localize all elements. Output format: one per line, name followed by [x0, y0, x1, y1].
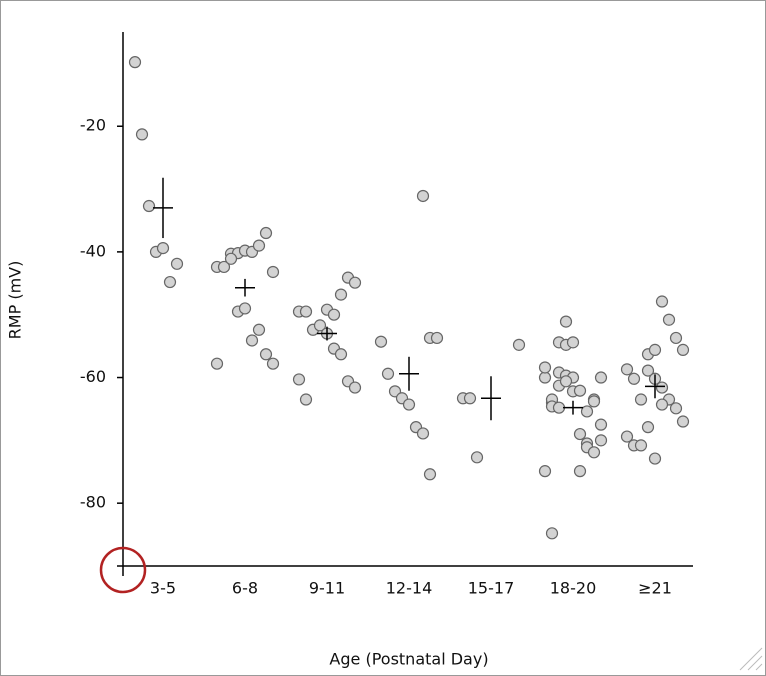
- x-tick-label: 18-20: [550, 579, 597, 598]
- data-point: [587, 446, 601, 459]
- data-point: [470, 451, 484, 464]
- data-point: [381, 367, 395, 380]
- data-point: [655, 398, 669, 411]
- data-point: [620, 430, 634, 443]
- x-axis-label: Age (Postnatal Day): [329, 650, 488, 669]
- data-point: [299, 305, 313, 318]
- data-point: [587, 395, 601, 408]
- data-point: [210, 357, 224, 370]
- data-point: [573, 427, 587, 441]
- data-point: [463, 392, 477, 405]
- x-tick-label: 15-17: [468, 579, 515, 598]
- data-point: [559, 315, 573, 328]
- x-tick-label: 3-5: [150, 579, 176, 598]
- y-tick-label: -40: [80, 241, 106, 260]
- data-point: [559, 375, 573, 388]
- data-point: [538, 371, 552, 384]
- data-point: [573, 384, 587, 397]
- data-point: [416, 189, 430, 203]
- x-tick-label: 12-14: [386, 579, 433, 598]
- data-point: [135, 128, 149, 141]
- data-point: [641, 421, 655, 434]
- data-point: [669, 331, 683, 345]
- data-point: [128, 56, 142, 69]
- data-point: [416, 427, 430, 440]
- y-tick-label: -20: [80, 116, 106, 135]
- data-point: [641, 364, 655, 377]
- data-point: [662, 313, 676, 326]
- data-point: [224, 252, 238, 265]
- data-point: [552, 401, 566, 414]
- data-point: [676, 415, 690, 428]
- data-point: [594, 434, 608, 447]
- y-tick-label: -60: [80, 367, 106, 386]
- data-point: [676, 343, 690, 356]
- data-point: [334, 348, 348, 361]
- data-point: [374, 335, 388, 348]
- data-point: [170, 257, 184, 270]
- data-point: [594, 371, 608, 384]
- data-point: [594, 418, 608, 431]
- data-point: [545, 527, 559, 540]
- data-point: [573, 465, 587, 478]
- data-point: [627, 372, 641, 385]
- resize-grip[interactable]: [739, 647, 763, 671]
- data-point: [238, 302, 252, 315]
- data-point: [266, 357, 280, 370]
- data-point: [292, 373, 306, 386]
- data-point: [538, 465, 552, 478]
- data-point: [348, 276, 362, 289]
- data-point: [266, 265, 280, 279]
- data-point: [252, 323, 266, 336]
- x-tick-label: ≥21: [638, 579, 672, 598]
- data-point: [655, 295, 669, 308]
- data-point: [430, 331, 444, 345]
- x-tick-label: 6-8: [232, 579, 258, 598]
- data-point: [538, 361, 552, 374]
- data-point: [327, 308, 341, 321]
- data-point: [299, 393, 313, 406]
- y-axis-label: RMP (mV): [6, 261, 25, 340]
- data-point: [620, 363, 634, 376]
- data-point: [348, 381, 362, 394]
- data-point: [512, 338, 526, 351]
- data-point: [217, 260, 231, 274]
- data-point: [245, 334, 259, 347]
- data-point: [634, 439, 648, 452]
- data-point: [402, 398, 416, 411]
- data-point: [669, 402, 683, 415]
- x-tick-label: 9-11: [309, 579, 345, 598]
- data-point: [252, 239, 266, 252]
- data-point: [566, 336, 580, 349]
- y-tick-label: -80: [80, 493, 106, 512]
- data-point: [142, 199, 156, 213]
- data-point: [334, 288, 348, 301]
- data-point: [655, 381, 669, 394]
- highlight-circle: [99, 546, 147, 594]
- data-point: [163, 275, 177, 289]
- data-point: [423, 468, 437, 481]
- data-point: [580, 405, 594, 418]
- data-point: [648, 343, 662, 356]
- data-point: [259, 226, 273, 240]
- data-point: [648, 452, 662, 465]
- data-point: [634, 393, 648, 406]
- data-point: [259, 348, 273, 361]
- data-point: [156, 242, 170, 255]
- data-point: [313, 319, 327, 332]
